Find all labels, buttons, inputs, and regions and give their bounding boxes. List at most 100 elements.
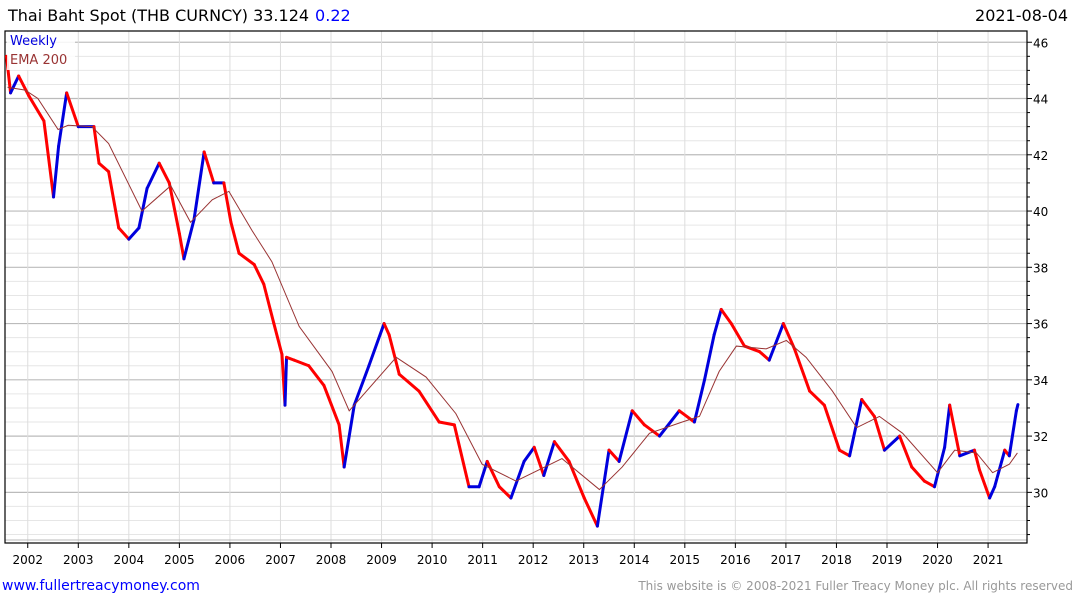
price-segment-down bbox=[202, 150, 216, 185]
price-segment-up bbox=[145, 161, 161, 191]
price-segment-up bbox=[703, 333, 716, 382]
x-tick-label: 2003 bbox=[63, 553, 94, 567]
y-tick-label: 42 bbox=[1033, 149, 1048, 163]
x-tick-label: 2012 bbox=[518, 553, 549, 567]
chart-date: 2021-08-04 bbox=[975, 6, 1068, 25]
price-segment-down bbox=[860, 398, 876, 418]
x-axis: 2002 2003 2004 2005 2006 2007 2008 2009 2010 2011… bbox=[12, 543, 1003, 567]
y-tick-label: 30 bbox=[1033, 486, 1048, 500]
price-segment-up bbox=[127, 226, 141, 241]
price-segment-up bbox=[617, 409, 634, 463]
price-segment-down bbox=[272, 322, 284, 357]
price-segment-down bbox=[397, 372, 421, 393]
y-tick-label: 32 bbox=[1033, 430, 1048, 444]
price-segment-down bbox=[922, 479, 937, 489]
price-segment-down bbox=[27, 94, 46, 123]
price-segment-down bbox=[630, 409, 646, 427]
price-segment-up bbox=[342, 403, 356, 469]
price-change: 0.22 bbox=[315, 6, 351, 25]
price-segment-down bbox=[417, 389, 441, 424]
x-tick-label: 2006 bbox=[215, 553, 246, 567]
copyright: This website is © 2008-2021 Fuller Treac… bbox=[637, 579, 1073, 593]
price-segment-down bbox=[177, 232, 186, 261]
price-segment-up bbox=[182, 217, 196, 261]
price-segment-down bbox=[17, 74, 31, 98]
price-segment-up bbox=[848, 398, 864, 458]
y-tick-label: 46 bbox=[1033, 36, 1048, 50]
price-segment-down bbox=[42, 119, 56, 199]
price-segment-down bbox=[92, 125, 101, 165]
price-segment-down bbox=[107, 170, 121, 230]
price-segment-up bbox=[933, 445, 947, 489]
price-segment-up bbox=[958, 448, 976, 458]
price-segment-up bbox=[712, 308, 723, 337]
price-segment-down bbox=[977, 468, 992, 500]
x-tick-label: 2002 bbox=[12, 553, 43, 567]
price-segment-down bbox=[972, 448, 981, 472]
price-segment-down bbox=[898, 434, 914, 469]
y-tick-label: 40 bbox=[1033, 205, 1048, 219]
y-tick-label: 34 bbox=[1033, 374, 1048, 388]
price-segment-down bbox=[485, 459, 501, 489]
price-segment-down bbox=[222, 181, 233, 224]
y-axis: 30 32 34 36 38 40 42 44 46 bbox=[1027, 36, 1048, 536]
price-segment-down bbox=[157, 161, 171, 185]
price-series bbox=[5, 54, 1020, 528]
price-segment-down bbox=[262, 282, 276, 326]
price-segment-up bbox=[192, 150, 206, 221]
price-segment-up bbox=[988, 485, 997, 500]
x-tick-label: 2011 bbox=[467, 553, 498, 567]
x-tick-label: 2021 bbox=[973, 553, 1004, 567]
price-segment-up bbox=[509, 459, 526, 500]
price-segment-down bbox=[322, 383, 341, 427]
y-tick-label: 44 bbox=[1033, 93, 1048, 107]
price-segment-down bbox=[167, 181, 181, 236]
x-tick-label: 2005 bbox=[164, 553, 195, 567]
price-segment-down bbox=[808, 389, 826, 407]
price-segment-up bbox=[1014, 403, 1020, 413]
chart-title: Thai Baht Spot (THB CURNCY) 33.124 bbox=[7, 6, 309, 25]
x-tick-label: 2020 bbox=[922, 553, 953, 567]
price-segment-down bbox=[117, 226, 131, 241]
price-segment-down bbox=[307, 364, 326, 387]
price-segment-up bbox=[595, 448, 611, 528]
price-segment-down bbox=[497, 485, 513, 500]
price-segment-down bbox=[822, 403, 841, 452]
price-segment-down bbox=[97, 161, 111, 174]
price-segment-down bbox=[719, 308, 733, 326]
price-segment-down bbox=[382, 322, 391, 337]
price-segment-up bbox=[352, 364, 371, 407]
price-segment-down bbox=[642, 423, 662, 438]
x-tick-label: 2013 bbox=[568, 553, 599, 567]
price-segment-down bbox=[229, 220, 241, 255]
price-segment-down bbox=[337, 423, 346, 469]
price-segment-down bbox=[252, 262, 266, 286]
x-tick-label: 2015 bbox=[670, 553, 701, 567]
price-segment-down bbox=[837, 448, 852, 458]
price-segment-up bbox=[522, 445, 536, 463]
legend-ema: EMA 200 bbox=[10, 53, 67, 68]
price-segment-up bbox=[542, 440, 556, 477]
price-segment-down bbox=[567, 459, 586, 500]
x-tick-label: 2004 bbox=[114, 553, 145, 567]
price-segment-up bbox=[283, 355, 289, 407]
grid bbox=[5, 31, 1027, 543]
price-segment-up bbox=[993, 448, 1007, 489]
price-segment-down bbox=[948, 403, 962, 458]
price-segment-up bbox=[767, 322, 785, 362]
price-segment-down bbox=[292, 358, 311, 368]
price-segment-down bbox=[607, 448, 621, 463]
site-link[interactable]: www.fullertreacymoney.com bbox=[2, 578, 200, 594]
x-tick-label: 2008 bbox=[316, 553, 347, 567]
price-segment-down bbox=[910, 465, 926, 483]
price-segment-down bbox=[758, 350, 771, 362]
x-tick-label: 2009 bbox=[366, 553, 397, 567]
price-segment-up bbox=[367, 322, 386, 368]
price-segment-up bbox=[692, 378, 707, 424]
price-segment-up bbox=[137, 187, 149, 230]
x-tick-label: 2014 bbox=[619, 553, 650, 567]
price-segment-up bbox=[882, 434, 902, 452]
price-segment-up bbox=[52, 144, 61, 199]
price-segment-up bbox=[1007, 409, 1018, 458]
price-segment-up bbox=[57, 91, 69, 148]
